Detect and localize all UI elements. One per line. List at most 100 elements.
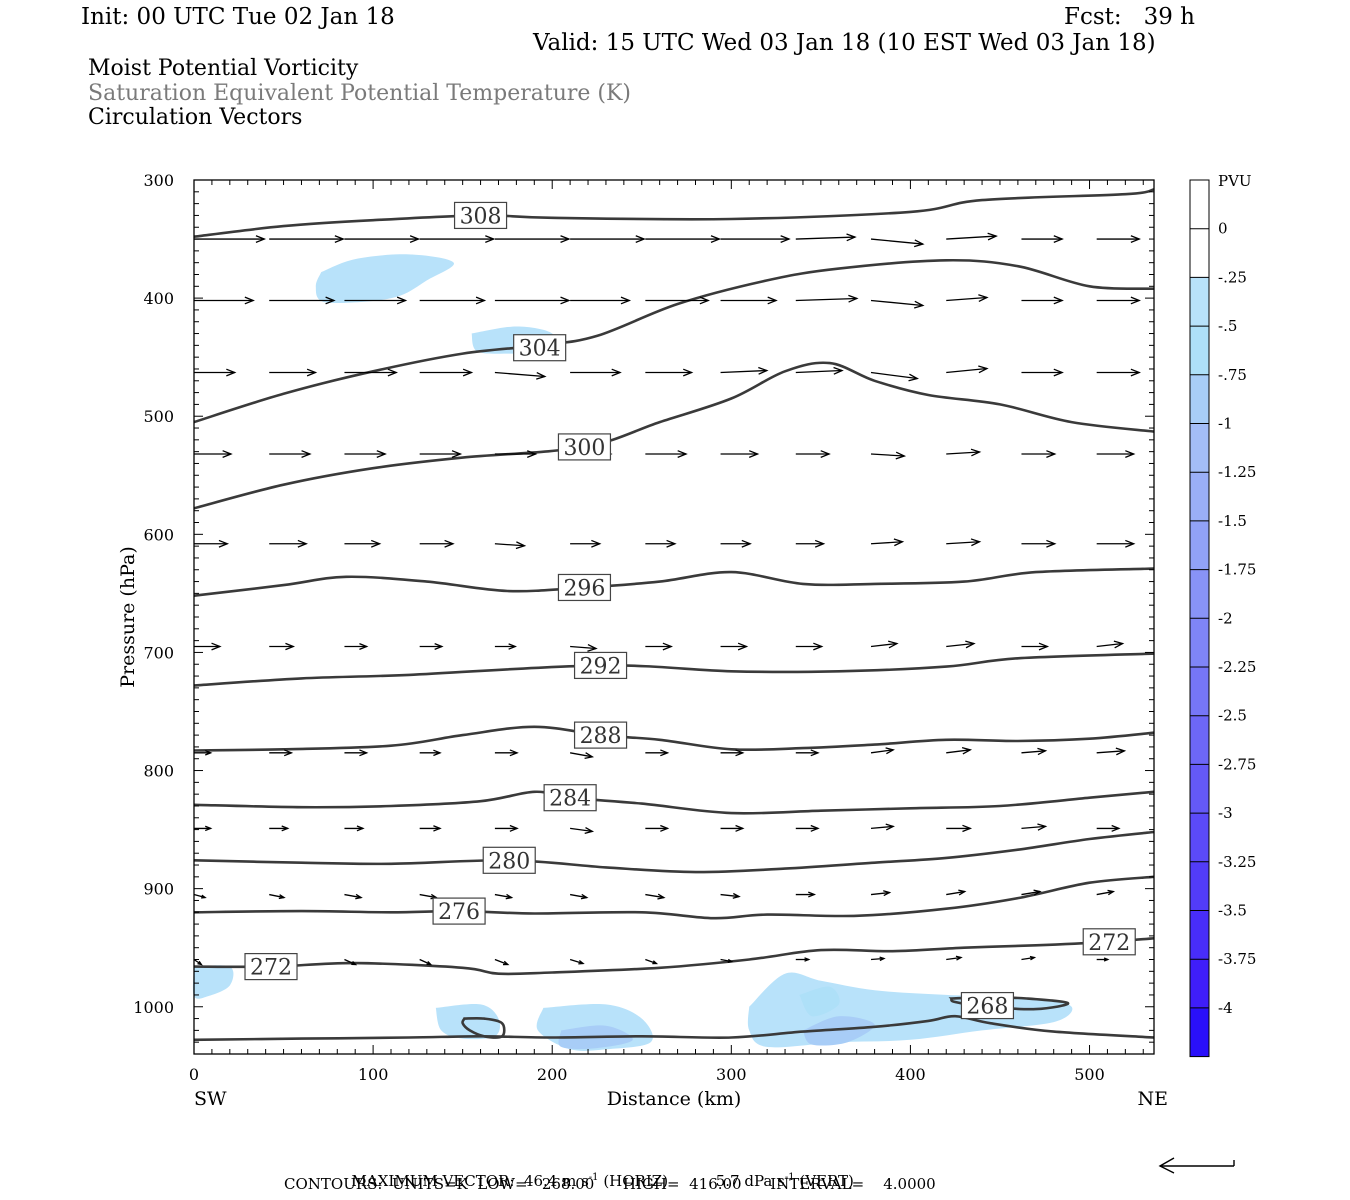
init-time: Init: 00 UTC Tue 02 Jan 18 (81, 4, 395, 30)
pv-region-3 (435, 1003, 500, 1040)
colorbar-label: -3.25 (1218, 853, 1256, 871)
contour-292-4 (193, 652, 1155, 687)
circulation-vector (1096, 539, 1136, 548)
horiz-unit: (HORIZ) (603, 1172, 669, 1190)
circulation-vector (1096, 824, 1121, 832)
circulation-vector (1096, 368, 1141, 377)
colorbar-label: -.25 (1218, 268, 1247, 286)
colorbar-swatch (1190, 472, 1209, 521)
colorbar-label: -1.75 (1218, 561, 1256, 579)
circulation-vector (870, 823, 895, 831)
circulation-vector (269, 825, 290, 832)
circulation-vector (645, 296, 710, 305)
circulation-vector (494, 541, 527, 550)
circulation-vector (194, 750, 213, 756)
circulation-vector (344, 296, 408, 305)
colorbar-swatch (1190, 618, 1209, 667)
max-vert-value: 5.7 dPa s (715, 1172, 785, 1190)
circulation-vector (645, 749, 670, 757)
circulation-vector (419, 749, 442, 757)
colorbar-swatch (1190, 180, 1209, 229)
circulation-vector (795, 294, 859, 303)
svg-text:308: 308 (460, 204, 502, 229)
contour-label-layer: 308 304 300 296 292 288 284 280 276 272 272 268 (244, 201, 1136, 1020)
x-tick-label: 0 (189, 1065, 199, 1084)
y-tick-label: 300 (143, 171, 174, 190)
contour-label: 284 (543, 784, 597, 812)
svg-text:300: 300 (563, 436, 605, 461)
x-tick-label: 100 (358, 1065, 389, 1084)
circulation-vector (720, 235, 791, 243)
circulation-vector (419, 539, 455, 548)
colorbar-label: -1.5 (1218, 512, 1247, 530)
circulation-vector (1021, 747, 1048, 756)
contour-308-0 (193, 188, 1155, 238)
circulation-vector (795, 233, 857, 242)
colorbar-swatch (1190, 813, 1209, 862)
contour-304-1 (193, 258, 1155, 424)
x-axis-label: Distance (km) (607, 1088, 742, 1110)
vert-unit: (VERT) (799, 1172, 854, 1190)
circulation-vector (946, 538, 982, 547)
contour-label: 272 (1082, 928, 1136, 956)
axis-ticks: 300 400 500 600 700 800 900 1000 0 100 200 300 400 50… (133, 171, 1154, 1084)
circulation-vector (193, 958, 203, 966)
svg-text:304: 304 (519, 337, 561, 362)
circulation-vector (269, 893, 286, 900)
colorbar-swatch (1190, 764, 1209, 814)
circulation-vector (194, 368, 237, 377)
circulation-vector (194, 825, 213, 832)
circulation-vector (870, 451, 907, 460)
circulation-vector (1021, 235, 1064, 243)
colorbar-label: -2.5 (1218, 707, 1247, 725)
svg-text:272: 272 (250, 956, 292, 981)
circulation-vector (194, 235, 267, 243)
circulation-vector (269, 642, 296, 651)
circulation-vector (795, 642, 824, 651)
circulation-vector (269, 539, 308, 548)
pv-region-2 (192, 965, 234, 999)
contour-284-6 (193, 790, 1155, 815)
contour-288-5 (193, 725, 1155, 752)
circulation-vector (570, 893, 589, 900)
colorbar-swatch (1190, 959, 1209, 1008)
circulation-vector (1021, 642, 1050, 651)
x-tick-label: 500 (1074, 1065, 1105, 1084)
circulation-vector (645, 893, 666, 900)
circulation-vector (269, 368, 318, 377)
colorbar-swatch (1190, 374, 1209, 424)
colorbar-label: -4 (1218, 999, 1233, 1017)
contour-label: 268 (960, 991, 1015, 1020)
circulation-vector (344, 643, 369, 651)
colorbar-label: 0 (1218, 220, 1228, 238)
colorbar-swatch (1190, 277, 1209, 327)
circulation-vector (870, 238, 925, 248)
circulation-vector (870, 538, 905, 547)
circulation-vector (344, 893, 363, 900)
contour-label: 272 (244, 952, 298, 981)
circulation-vector (720, 366, 769, 375)
circulation-vector (194, 642, 222, 651)
contour-276-8 (193, 875, 1155, 920)
circulation-vector (570, 752, 595, 760)
max-vector-label: MAXIMUM VECTOR: (351, 1172, 515, 1190)
y-tick-label: 400 (143, 289, 174, 308)
circulation-vector (645, 235, 722, 243)
contour-label: 304 (513, 334, 567, 362)
colorbar-label: -3.5 (1218, 902, 1247, 920)
circulation-vector (570, 539, 602, 548)
x-end-right: NE (1138, 1088, 1169, 1110)
contour-272-9 (193, 937, 1155, 976)
forecast-hour: Fcst: 39 h (1064, 4, 1195, 30)
circulation-vector (570, 643, 598, 652)
circulation-vector (795, 450, 831, 458)
circulation-vector (946, 889, 967, 896)
svg-text:288: 288 (580, 724, 622, 749)
circulation-vector (645, 958, 659, 965)
circulation-vector (1096, 747, 1127, 756)
circulation-vector (795, 957, 811, 962)
circulation-vector (795, 891, 817, 898)
x-end-left: SW (194, 1088, 227, 1110)
circulation-vector (870, 640, 899, 649)
circulation-vector (1021, 823, 1048, 831)
